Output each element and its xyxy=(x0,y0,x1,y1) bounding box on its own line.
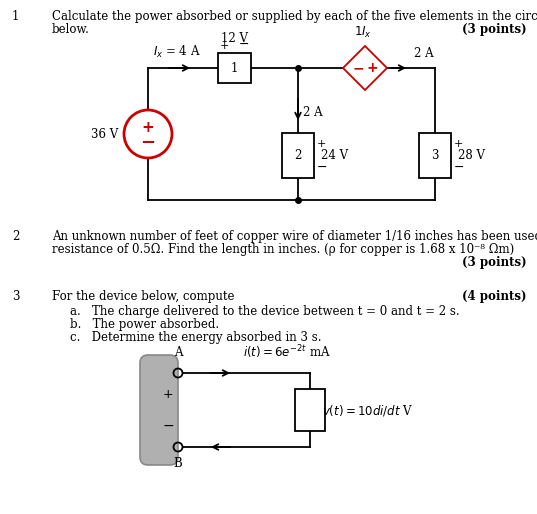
Bar xyxy=(282,133,314,178)
Text: 1: 1 xyxy=(231,62,238,75)
Text: $1I_x$: $1I_x$ xyxy=(354,25,372,40)
Text: −: − xyxy=(162,419,174,433)
Text: −: − xyxy=(454,161,465,174)
Text: +: + xyxy=(142,119,154,135)
Text: (3 points): (3 points) xyxy=(462,256,527,269)
Text: 3: 3 xyxy=(12,290,19,303)
Text: below.: below. xyxy=(52,23,90,36)
Text: $v(t) = 10di/dt$ V: $v(t) = 10di/dt$ V xyxy=(322,402,413,417)
Text: For the device below, compute: For the device below, compute xyxy=(52,290,235,303)
Text: $I_x$ = 4 A: $I_x$ = 4 A xyxy=(153,44,201,60)
Bar xyxy=(295,389,325,431)
Text: (3 points): (3 points) xyxy=(462,23,527,36)
Text: 2 A: 2 A xyxy=(303,106,323,119)
Text: An unknown number of feet of copper wire of diameter 1/16 inches has been used t: An unknown number of feet of copper wire… xyxy=(52,230,537,243)
Text: 36 V: 36 V xyxy=(91,127,118,140)
Polygon shape xyxy=(343,46,387,90)
Text: +: + xyxy=(317,139,326,149)
Text: 24 V: 24 V xyxy=(321,149,348,162)
Text: −: − xyxy=(238,38,249,51)
FancyBboxPatch shape xyxy=(140,355,178,465)
Text: 1: 1 xyxy=(12,10,19,23)
Text: 2: 2 xyxy=(12,230,19,243)
Text: A: A xyxy=(174,346,182,359)
Text: −: − xyxy=(352,61,364,75)
Text: (4 points): (4 points) xyxy=(462,290,527,303)
Text: b.   The power absorbed.: b. The power absorbed. xyxy=(70,318,219,331)
Text: Calculate the power absorbed or supplied by each of the five elements in the cir: Calculate the power absorbed or supplied… xyxy=(52,10,537,23)
Text: $i(t) = 6e^{-2t}$ mA: $i(t) = 6e^{-2t}$ mA xyxy=(243,343,331,361)
Text: −: − xyxy=(141,134,156,152)
Bar xyxy=(419,133,451,178)
Text: 2 A: 2 A xyxy=(414,47,433,60)
Text: resistance of 0.5Ω. Find the length in inches. (ρ for copper is 1.68 x 10⁻⁸ Ωm): resistance of 0.5Ω. Find the length in i… xyxy=(52,243,514,256)
Text: +: + xyxy=(220,41,229,51)
Text: B: B xyxy=(173,457,183,470)
Text: +: + xyxy=(366,61,378,75)
Text: c.   Determine the energy absorbed in 3 s.: c. Determine the energy absorbed in 3 s. xyxy=(70,331,322,344)
Bar xyxy=(218,53,251,83)
Text: 2: 2 xyxy=(294,149,302,162)
Text: 12 V: 12 V xyxy=(221,32,248,45)
Text: +: + xyxy=(163,388,173,401)
Text: 3: 3 xyxy=(431,149,439,162)
Text: +: + xyxy=(454,139,463,149)
Text: −: − xyxy=(317,161,328,174)
Text: 28 V: 28 V xyxy=(458,149,485,162)
Text: a.   The charge delivered to the device between t = 0 and t = 2 s.: a. The charge delivered to the device be… xyxy=(70,305,460,318)
